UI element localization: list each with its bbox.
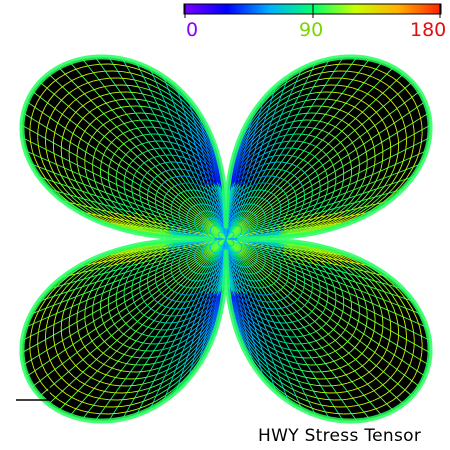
colorbar-label-max: 180 bbox=[410, 19, 447, 41]
axis-indicator-icon bbox=[16, 384, 50, 401]
glyph-rim bbox=[19, 54, 433, 424]
figure-caption: HWY Stress Tensor bbox=[258, 426, 422, 446]
colorbar-label-mid: 90 bbox=[299, 19, 324, 41]
stress-tensor-glyph bbox=[19, 54, 433, 424]
colorbar-label-min: 0 bbox=[186, 19, 199, 41]
